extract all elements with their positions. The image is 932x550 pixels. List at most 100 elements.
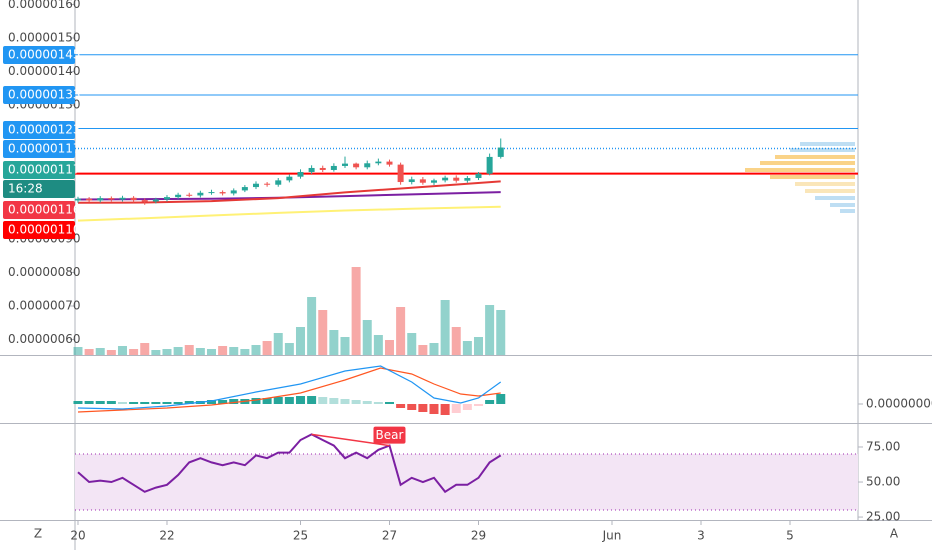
candle-body [175, 194, 182, 198]
volume-bar [206, 349, 216, 355]
x-tick-label: 20 [70, 529, 85, 543]
volume-bar [195, 348, 205, 355]
macd-histogram-bar [106, 401, 116, 404]
volume-bar [384, 340, 394, 355]
axis-button[interactable]: Z [34, 527, 42, 541]
price-box-bg [3, 201, 75, 219]
price-box-label: 0.00000117 [8, 163, 81, 177]
price-box-bg [3, 140, 75, 158]
price-box-bg [3, 161, 75, 179]
candle-body [286, 176, 293, 181]
x-tick-label: Jun [602, 529, 622, 543]
candle-body [141, 200, 148, 202]
volume-bar [340, 337, 350, 355]
volume-bar [84, 349, 94, 355]
volume-profile [745, 142, 855, 213]
y-tick-label: 0.00000060 [8, 332, 81, 346]
volume-bar [373, 335, 383, 355]
candle-body [375, 161, 382, 164]
volume-bar [262, 341, 272, 355]
candle-body [353, 163, 360, 168]
candle-body [186, 194, 193, 196]
moving-average [77, 205, 501, 222]
y-tick-label: 0.00000140 [8, 64, 81, 78]
price-box-label: 0.00000123 [8, 123, 81, 137]
macd-histogram-bar [318, 397, 328, 404]
volume-bar [462, 341, 472, 355]
macd-line [77, 365, 502, 410]
volume-bar [73, 347, 83, 355]
y-tick-label: 0.00000150 [8, 30, 81, 44]
macd-histogram-bar [251, 398, 261, 404]
volume-bar [396, 307, 406, 355]
price-box-bg [3, 121, 75, 139]
macd-histogram-bar [273, 397, 283, 404]
price-box: 16:28 [3, 180, 75, 198]
macd-histogram-bar [84, 401, 94, 404]
price-box: 0.00000117 [3, 140, 81, 158]
candle-body [308, 167, 315, 172]
price-box-label: 0.00000117 [8, 142, 81, 156]
y-tick-label: 75.00 [866, 439, 900, 453]
macd-signal-line [77, 367, 501, 413]
volume-bar [229, 347, 239, 355]
annotation: Bear [373, 426, 406, 444]
macd-histogram-bar [95, 401, 105, 404]
price-box-bg [3, 221, 75, 239]
candle-body [364, 163, 371, 168]
volume-bar [140, 343, 150, 355]
candle-body [152, 199, 159, 202]
macd-histogram-bar [206, 400, 216, 404]
rsi-band [75, 453, 858, 511]
volume-bar [496, 310, 506, 355]
macd-histogram-bar [284, 397, 294, 404]
macd-histogram-bar [229, 399, 239, 404]
price-box: 0.00000133 [3, 86, 81, 104]
y-tick-label: 25.00 [866, 510, 900, 524]
price-box-bg [3, 86, 75, 104]
macd-histogram-bar [184, 401, 194, 404]
volume-bar [151, 350, 161, 355]
candle-body [453, 177, 460, 181]
axis-button[interactable]: A [890, 527, 899, 541]
candle-body [497, 147, 504, 157]
macd-histogram-bar [373, 402, 383, 404]
candle-body [119, 197, 126, 200]
price-box-label: 0.00000145 [8, 48, 81, 62]
candle-body [330, 165, 337, 170]
y-tick-label: 0.00000070 [8, 298, 81, 312]
candle-body [430, 180, 437, 183]
macd-histogram-bar [429, 404, 439, 414]
macd-histogram-bar [140, 402, 150, 404]
volume-bar [418, 345, 428, 355]
macd-histogram-bar [473, 404, 483, 406]
price-box: 0.00000116 [3, 201, 81, 219]
macd-histogram-bar [418, 404, 428, 412]
price-box-label: 16:28 [8, 182, 43, 196]
y-tick-label: 50.00 [866, 475, 900, 489]
macd-histogram-bar [295, 396, 305, 404]
volume-bar [407, 333, 417, 355]
macd-histogram-bar [351, 400, 361, 404]
volume-bar [184, 345, 194, 355]
candle-body [397, 164, 404, 183]
macd-histogram-bar [129, 402, 139, 404]
candle-body [341, 163, 348, 166]
macd-histogram-bar [485, 400, 495, 404]
volume-bar [284, 343, 294, 355]
macd-histogram-bar [262, 398, 272, 404]
volume-bar [218, 346, 228, 355]
macd-histogram-bar [440, 404, 450, 415]
volume-bar [106, 350, 116, 355]
macd-histogram-bar [151, 402, 161, 404]
macd-histogram-bar [496, 394, 506, 404]
macd-histogram-bar [162, 402, 172, 404]
divergence-line [311, 433, 390, 447]
candle-body [219, 192, 226, 194]
volume-bar [240, 349, 250, 355]
volume-bar [273, 333, 283, 355]
price-box-label: 0.00000116 [8, 203, 81, 217]
candle-body [163, 197, 170, 200]
macd-histogram-bar [462, 404, 472, 410]
